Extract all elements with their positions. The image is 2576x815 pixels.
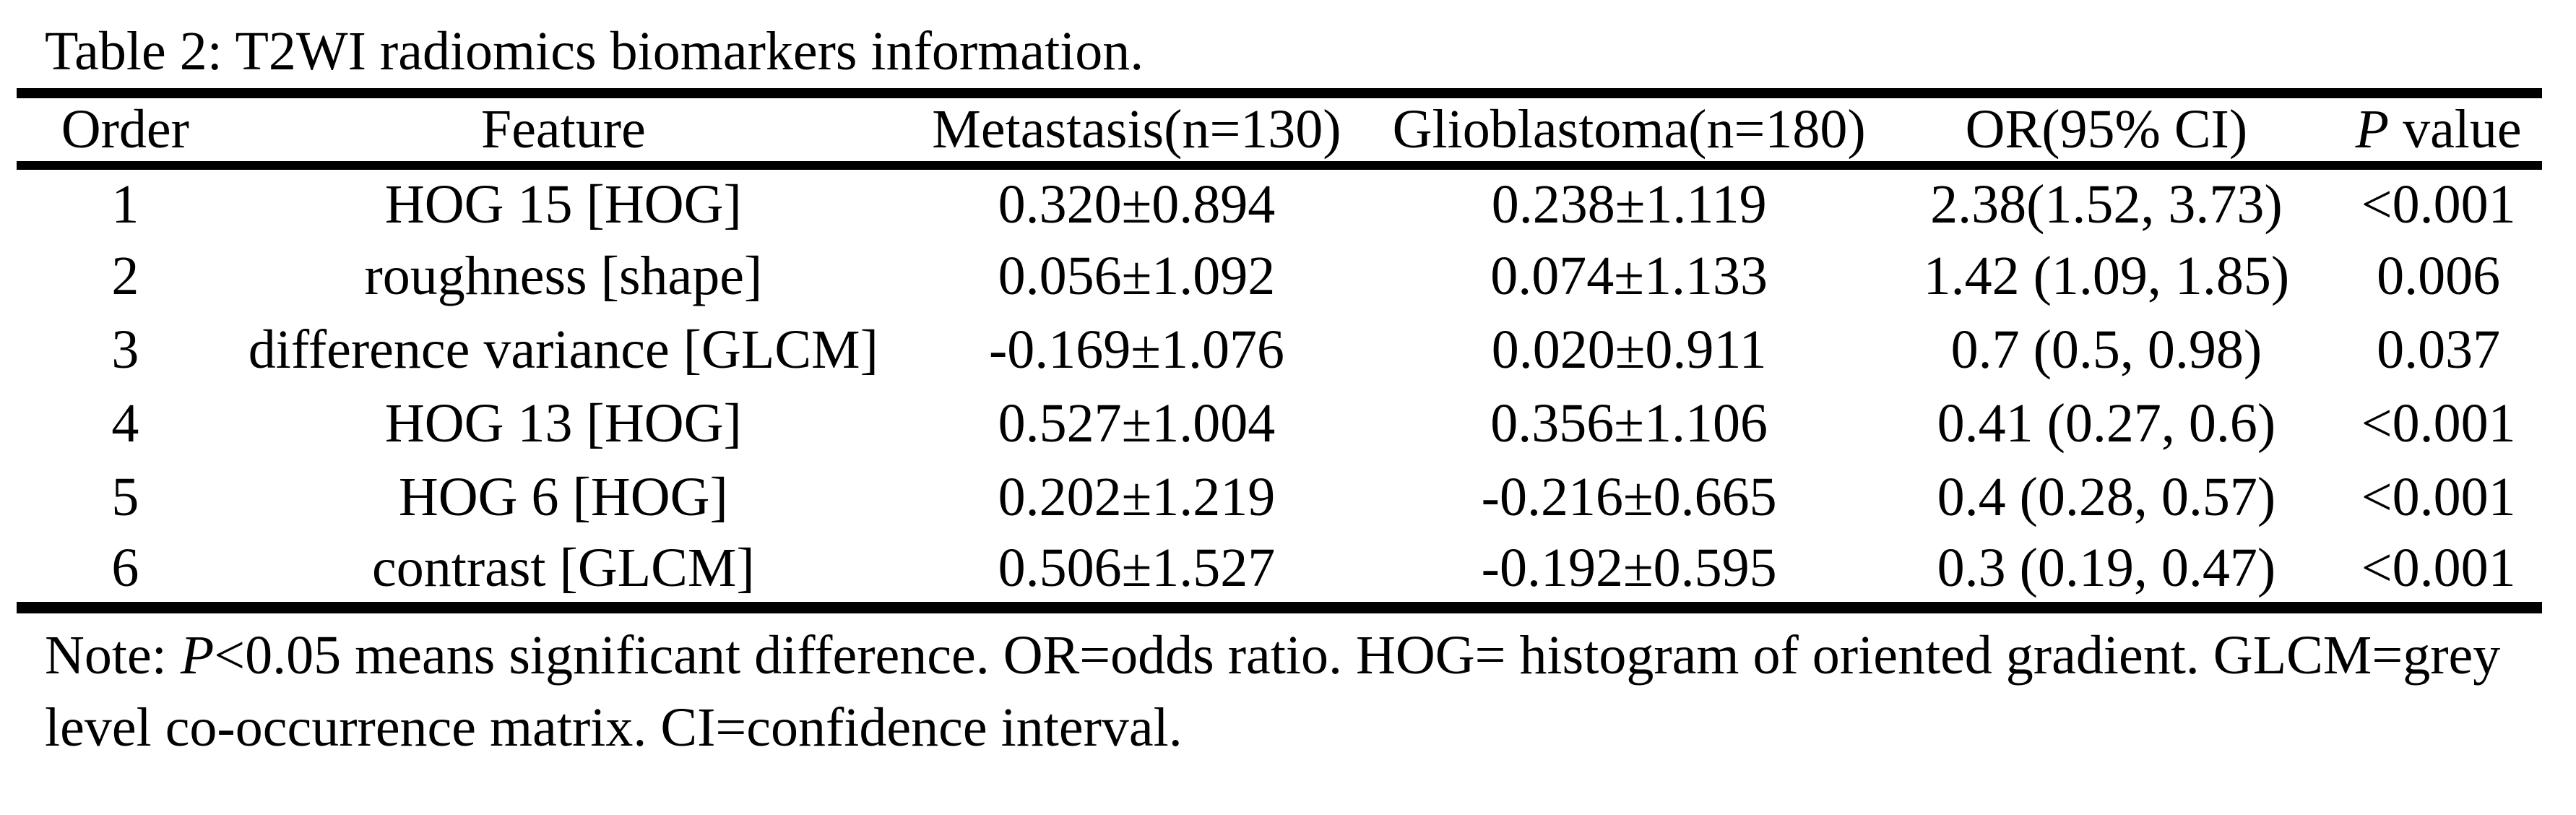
table-caption: Table 2: T2WI radiomics biomarkers infor…	[45, 21, 1144, 82]
table-note: Note: P<0.05 means significant differenc…	[45, 619, 2533, 764]
cell-metastasis: -0.169±1.076	[988, 319, 1284, 380]
cell-or-ci: 2.38(1.52, 3.73)	[1930, 173, 2283, 235]
cell-order: 6	[111, 537, 139, 598]
cell-p-value: 0.006	[2377, 245, 2501, 306]
column-header-p-value: P value	[2335, 93, 2542, 165]
cell-feature: contrast [GLCM]	[371, 537, 755, 598]
table-row: 5 HOG 6 [HOG] 0.202±1.219 -0.216±0.665 0…	[17, 460, 2542, 534]
table-row: 6 contrast [GLCM] 0.506±1.527 -0.192±0.5…	[17, 534, 2542, 608]
biomarkers-table: Order Feature Metastasis(n=130) Glioblas…	[17, 88, 2542, 613]
cell-feature: roughness [shape]	[364, 245, 763, 306]
cell-glioblastoma: 0.356±1.106	[1490, 392, 1768, 454]
cell-feature: HOG 6 [HOG]	[398, 466, 728, 527]
cell-glioblastoma: 0.074±1.133	[1490, 245, 1768, 306]
cell-order: 4	[111, 392, 139, 454]
note-line-1-text: <0.05 means significant difference. OR=o…	[214, 625, 2501, 686]
cell-metastasis: 0.056±1.092	[998, 245, 1276, 306]
note-line-2: level co-occurrence matrix. CI=confidenc…	[45, 697, 1183, 758]
cell-glioblastoma: 0.238±1.119	[1491, 173, 1767, 235]
cell-order: 5	[111, 466, 139, 527]
cell-glioblastoma: 0.020±0.911	[1491, 319, 1767, 380]
cell-feature: HOG 15 [HOG]	[384, 173, 742, 235]
p-value-italic-letter: P	[2355, 99, 2390, 160]
cell-feature: difference variance [GLCM]	[248, 319, 878, 380]
cell-or-ci: 0.41 (0.27, 0.6)	[1937, 392, 2276, 454]
cell-glioblastoma: -0.192±0.595	[1481, 537, 1777, 598]
cell-or-ci: 0.4 (0.28, 0.57)	[1937, 466, 2276, 527]
cell-or-ci: 0.7 (0.5, 0.98)	[1950, 319, 2262, 380]
cell-p-value: <0.001	[2361, 537, 2516, 598]
cell-metastasis: 0.320±0.894	[998, 173, 1276, 235]
cell-or-ci: 1.42 (1.09, 1.85)	[1923, 245, 2290, 306]
column-header-metastasis: Metastasis(n=130)	[932, 99, 1341, 160]
p-value-rest: value	[2389, 99, 2522, 160]
note-p-italic-letter: P	[180, 625, 215, 686]
cell-metastasis: 0.202±1.219	[998, 466, 1276, 527]
table-row: 1 HOG 15 [HOG] 0.320±0.894 0.238±1.119 2…	[17, 165, 2542, 239]
column-header-order: Order	[61, 99, 189, 160]
cell-or-ci: 0.3 (0.19, 0.47)	[1937, 537, 2276, 598]
header-row: Order Feature Metastasis(n=130) Glioblas…	[17, 93, 2542, 165]
note-prefix: Note:	[45, 625, 181, 686]
column-header-or-ci: OR(95% CI)	[1965, 99, 2248, 160]
cell-order: 2	[111, 245, 139, 306]
cell-p-value: <0.001	[2361, 173, 2516, 235]
cell-feature: HOG 13 [HOG]	[384, 392, 742, 454]
cell-order: 3	[111, 319, 139, 380]
paper-table-page: Table 2: T2WI radiomics biomarkers infor…	[0, 16, 2576, 815]
table-row: 3 difference variance [GLCM] -0.169±1.07…	[17, 313, 2542, 387]
column-header-glioblastoma: Glioblastoma(n=180)	[1392, 99, 1866, 160]
table-body: 1 HOG 15 [HOG] 0.320±0.894 0.238±1.119 2…	[17, 165, 2542, 608]
cell-p-value: <0.001	[2361, 392, 2516, 454]
table-header: Order Feature Metastasis(n=130) Glioblas…	[17, 93, 2542, 165]
cell-metastasis: 0.527±1.004	[998, 392, 1276, 454]
table-row: 2 roughness [shape] 0.056±1.092 0.074±1.…	[17, 239, 2542, 313]
column-header-feature: Feature	[480, 99, 646, 160]
cell-order: 1	[111, 173, 139, 235]
cell-p-value: <0.001	[2361, 466, 2516, 527]
cell-metastasis: 0.506±1.527	[998, 537, 1276, 598]
note-line-1: Note: P<0.05 means significant differenc…	[45, 619, 2533, 691]
table-row: 4 HOG 13 [HOG] 0.527±1.004 0.356±1.106 0…	[17, 387, 2542, 460]
cell-p-value: 0.037	[2377, 319, 2501, 380]
cell-glioblastoma: -0.216±0.665	[1481, 466, 1777, 527]
